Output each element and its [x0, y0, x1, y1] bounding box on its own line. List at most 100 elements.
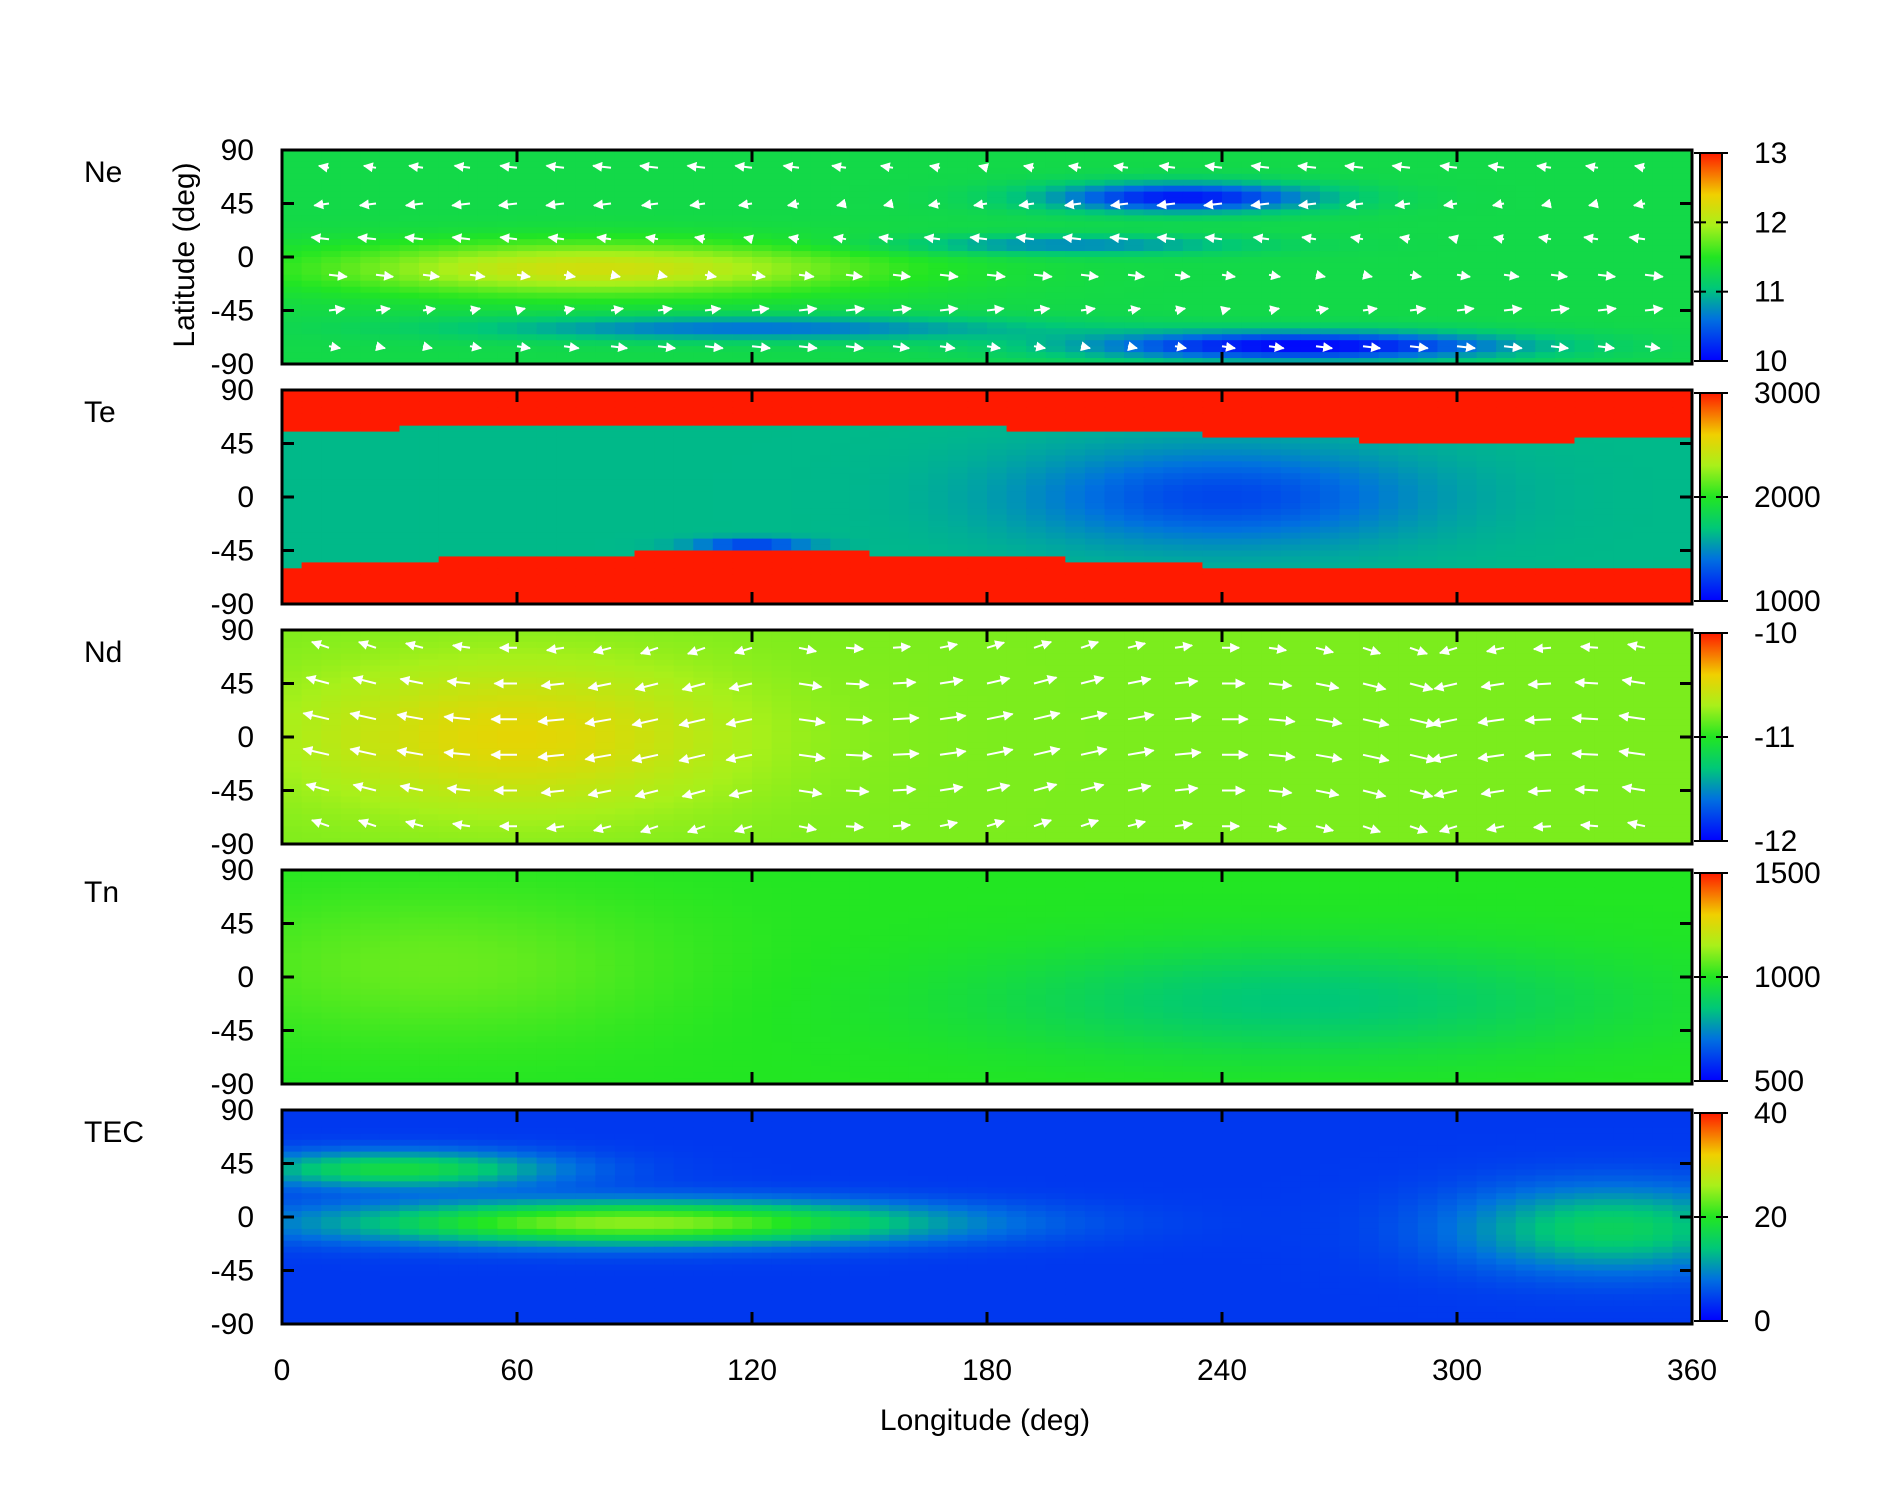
- heatmap-cell: [536, 550, 557, 558]
- heatmap-cell: [282, 568, 303, 575]
- heatmap-cell: [1515, 340, 1536, 347]
- heatmap-cell: [947, 197, 969, 205]
- heatmap-cell: [1417, 413, 1439, 421]
- heatmap-cell: [536, 352, 557, 359]
- heatmap-cell: [1261, 286, 1282, 294]
- heatmap-cell: [497, 431, 518, 439]
- heatmap-cell: [771, 520, 792, 528]
- heatmap-cell: [1026, 455, 1047, 462]
- heatmap-cell: [1535, 239, 1556, 246]
- heatmap-cell: [419, 286, 440, 294]
- heatmap-cell: [1672, 203, 1693, 211]
- heatmap-cell: [1554, 239, 1576, 246]
- heatmap-cell: [1359, 419, 1380, 427]
- heatmap-cell: [595, 556, 616, 563]
- heatmap-cell: [712, 257, 734, 264]
- heatmap-cell: [908, 431, 929, 439]
- y-tick-label: 0: [237, 241, 254, 274]
- heatmap-cell: [1378, 526, 1399, 534]
- heatmap-cell: [360, 491, 381, 498]
- heatmap-cell: [1202, 328, 1223, 335]
- heatmap-cell: [497, 262, 518, 270]
- heatmap-cell: [1143, 274, 1164, 282]
- heatmap-cell: [1457, 485, 1478, 492]
- heatmap-cell: [1417, 197, 1439, 205]
- heatmap-cell: [517, 185, 538, 193]
- heatmap-cell: [947, 286, 969, 294]
- heatmap-cell: [321, 251, 342, 258]
- heatmap-cell: [967, 352, 988, 359]
- heatmap-cell: [967, 520, 988, 528]
- heatmap-cell: [849, 197, 871, 205]
- heatmap-cell: [1633, 520, 1654, 528]
- heatmap-cell: [1594, 419, 1615, 427]
- heatmap-cell: [1084, 298, 1106, 306]
- heatmap-cell: [947, 390, 969, 397]
- heatmap-cell: [1045, 185, 1066, 193]
- heatmap-cell: [1202, 215, 1223, 222]
- heatmap-cell: [575, 215, 596, 222]
- heatmap-cell: [458, 568, 479, 575]
- heatmap-cell: [379, 419, 401, 427]
- heatmap-cell: [1045, 491, 1066, 498]
- wind-vector: [1536, 162, 1552, 173]
- heatmap-cell: [1045, 209, 1066, 216]
- heatmap-cell: [595, 257, 616, 264]
- heatmap-cell: [1535, 185, 1556, 193]
- wind-vector: [1204, 233, 1223, 244]
- heatmap-cell: [1633, 292, 1654, 300]
- heatmap-cell: [1672, 167, 1693, 175]
- heatmap-cell: [987, 257, 1008, 264]
- heatmap-cell: [1515, 485, 1536, 492]
- heatmap-cell: [536, 437, 557, 445]
- heatmap-cell: [1515, 209, 1536, 216]
- heatmap-cell: [810, 520, 831, 528]
- heatmap-cell: [849, 485, 871, 492]
- heatmap-cell: [1045, 227, 1066, 234]
- heatmap-cell: [712, 221, 734, 228]
- heatmap-cell: [732, 508, 753, 516]
- heatmap-cell: [1182, 155, 1204, 163]
- heatmap-cell: [849, 526, 871, 534]
- heatmap-cell: [947, 167, 969, 175]
- heatmap-cell: [967, 150, 988, 157]
- heatmap-cell: [1222, 173, 1243, 181]
- heatmap-cell: [536, 479, 557, 486]
- heatmap-cell: [497, 328, 518, 335]
- heatmap-cell: [673, 209, 694, 216]
- heatmap-cell: [1672, 467, 1693, 474]
- heatmap-cell: [1300, 298, 1321, 306]
- heatmap-cell: [1026, 292, 1047, 300]
- heatmap-cell: [1300, 155, 1321, 163]
- heatmap-cell: [712, 239, 734, 246]
- heatmap-cell: [947, 449, 969, 456]
- heatmap-cell: [947, 150, 969, 157]
- heatmap-cell: [791, 526, 812, 534]
- heatmap-cell: [1124, 491, 1145, 498]
- heatmap-cell: [1359, 431, 1380, 439]
- heatmap-cell: [634, 316, 655, 323]
- heatmap-cell: [1124, 473, 1145, 480]
- heatmap-cell: [693, 526, 714, 534]
- heatmap-cell: [849, 514, 871, 522]
- heatmap-cell: [282, 191, 303, 199]
- heatmap-cell: [1359, 390, 1380, 397]
- heatmap-cell: [477, 413, 499, 421]
- heatmap-cell: [1437, 401, 1458, 409]
- heatmap-cell: [1300, 245, 1321, 252]
- heatmap-cell: [1417, 209, 1439, 216]
- wind-vector: [515, 305, 526, 316]
- heatmap-cell: [967, 544, 988, 552]
- wind-vector: [1633, 162, 1646, 173]
- heatmap-cell: [791, 395, 812, 403]
- heatmap-cell: [497, 390, 518, 397]
- heatmap-cell: [282, 310, 303, 318]
- heatmap-cell: [1437, 322, 1458, 329]
- heatmap-cell: [1143, 419, 1164, 427]
- heatmap-cell: [810, 431, 831, 439]
- heatmap-cell: [1182, 532, 1204, 540]
- heatmap-cell: [1633, 167, 1654, 175]
- heatmap-cell: [1613, 556, 1634, 563]
- heatmap-cell: [595, 161, 616, 169]
- heatmap-cell: [1398, 340, 1419, 347]
